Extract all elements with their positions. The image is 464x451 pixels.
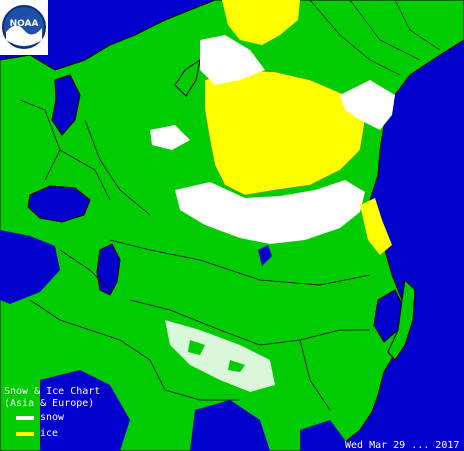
arabian-sea bbox=[40, 370, 130, 451]
ice-swatch bbox=[16, 432, 34, 436]
land-japan bbox=[387, 278, 416, 361]
lake-baikal bbox=[258, 245, 272, 266]
bay-of-bengal bbox=[190, 400, 270, 451]
legend-label-snow: snow bbox=[40, 412, 65, 423]
legend: Snow & Ice Chart (Asia & Europe) snow ic… bbox=[4, 386, 100, 442]
snow-arctic-islands bbox=[200, 35, 265, 85]
legend-item-snow: snow bbox=[4, 410, 100, 426]
snow-tibet-spots bbox=[188, 340, 245, 372]
timestamp: Wed Mar 29 ... 2017 bbox=[345, 440, 460, 451]
noaa-logo: NOAA bbox=[0, 0, 48, 55]
south-china-sea bbox=[300, 420, 345, 451]
graticule bbox=[309, 0, 441, 76]
baltic-sea bbox=[51, 74, 81, 136]
snow-tibet bbox=[165, 320, 275, 392]
mediterranean-sea bbox=[0, 230, 60, 304]
legend-subtitle: (Asia & Europe) bbox=[4, 398, 95, 409]
land-novaya-zemlya bbox=[174, 58, 201, 97]
legend-title: Snow & Ice Chart bbox=[4, 386, 101, 397]
noaa-logo-icon: NOAA bbox=[2, 5, 46, 49]
snow-far-east bbox=[340, 80, 395, 130]
legend-label-ice: ice bbox=[40, 428, 59, 439]
snow-kola bbox=[150, 125, 190, 150]
arctic-ice bbox=[204, 69, 366, 196]
ice-okhotsk bbox=[360, 198, 392, 255]
legend-item-ice: ice bbox=[4, 426, 100, 442]
snow-siberia bbox=[175, 180, 365, 244]
svg-text:NOAA: NOAA bbox=[10, 19, 39, 29]
snow-swatch bbox=[16, 416, 34, 420]
arctic-ice-north bbox=[222, 0, 300, 45]
black-sea bbox=[27, 185, 91, 223]
country-borders bbox=[19, 99, 371, 411]
